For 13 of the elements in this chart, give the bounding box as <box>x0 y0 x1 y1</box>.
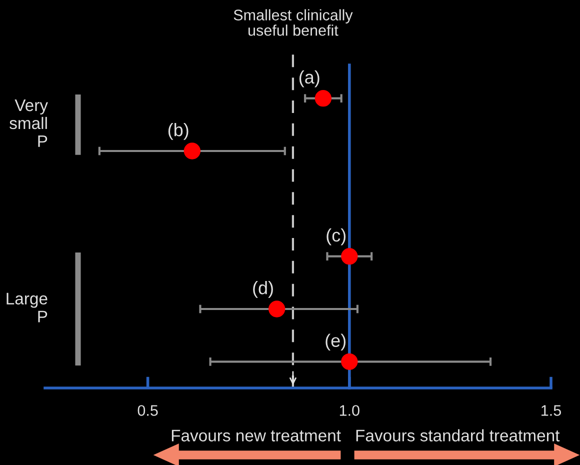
data-label: (b) <box>168 123 188 140</box>
x-tick-label: 1.5 <box>542 405 561 416</box>
data-label: (e) <box>326 334 346 351</box>
x-tick-label: 0.5 <box>138 405 158 416</box>
ref-line-label: Smallest clinically useful benefit <box>234 9 353 36</box>
data-label: (d) <box>253 281 273 298</box>
text: Favours standard treatment <box>356 429 560 442</box>
annotation: Large P <box>6 292 48 322</box>
x-tick-label: 1.0 <box>340 405 360 416</box>
data-label: (a) <box>299 70 320 88</box>
text: Favours new treatment <box>172 430 341 442</box>
data-label: (c) <box>326 228 346 246</box>
annotation: Very small P <box>10 100 48 147</box>
